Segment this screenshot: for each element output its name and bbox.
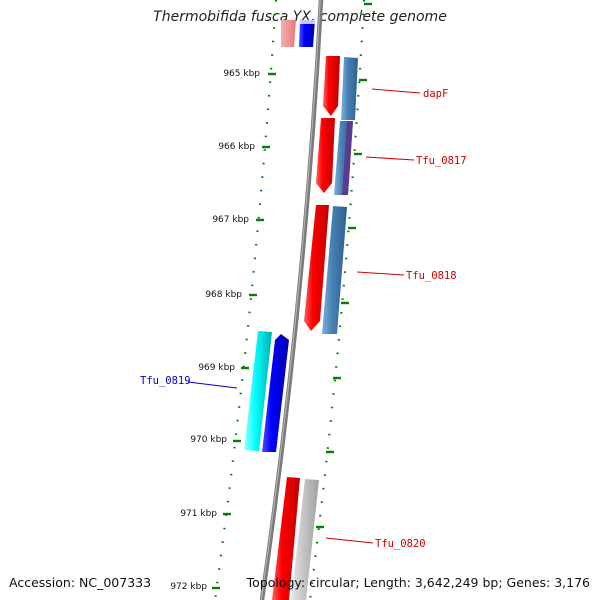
label-dapf[interactable]: dapF xyxy=(423,88,448,100)
partial-cds-faded[interactable] xyxy=(281,20,296,47)
outer-major-ticks xyxy=(316,2,372,529)
label-leaders xyxy=(187,88,421,544)
overlap-feature-tfu-0817[interactable] xyxy=(342,121,353,195)
footer-accession: Accession: NC_007333 xyxy=(9,575,151,590)
cds-tfu-0819[interactable] xyxy=(262,334,289,452)
partial-cds-reverse[interactable] xyxy=(299,20,315,47)
tick-label: 967 kbp xyxy=(212,215,249,225)
cds-dapf[interactable] xyxy=(323,56,340,116)
length-text: Length: 3,642,249 bp xyxy=(363,575,499,590)
label-tfu-0820[interactable]: Tfu_0820 xyxy=(375,538,426,550)
label-tfu-0817[interactable]: Tfu_0817 xyxy=(416,155,467,167)
genes-text: Genes: 3,176 xyxy=(506,575,590,590)
outer-tick-ring xyxy=(308,0,366,600)
footer-separator: ; xyxy=(498,575,507,590)
tick-label: 970 kbp xyxy=(190,435,227,445)
cds-tfu-0820[interactable] xyxy=(272,477,300,600)
tick-label: 965 kbp xyxy=(223,69,260,79)
topology-text: Topology: circular xyxy=(246,575,356,590)
label-tfu-0818[interactable]: Tfu_0818 xyxy=(406,270,457,282)
tick-label: 971 kbp xyxy=(180,509,217,519)
gene-tfu-0819[interactable] xyxy=(244,331,272,451)
tick-label: 968 kbp xyxy=(205,290,242,300)
inner-tick-ring xyxy=(213,0,278,600)
label-tfu-0819[interactable]: Tfu_0819 xyxy=(140,375,191,387)
tick-labels: 965 kbp 966 kbp 967 kbp 968 kbp 969 kbp … xyxy=(170,69,260,592)
gene-feature-tfu-0820[interactable] xyxy=(291,479,319,600)
footer-separator: ; xyxy=(355,575,364,590)
accession-text: Accession: NC_007333 xyxy=(9,575,152,590)
cds-tfu-0818[interactable] xyxy=(304,205,329,331)
map-title: Thermobifida fusca YX, complete genome xyxy=(153,9,447,25)
major-ticks xyxy=(212,72,276,590)
cds-tfu-0817[interactable] xyxy=(316,118,335,193)
tick-label: 972 kbp xyxy=(170,582,207,592)
tick-label: 966 kbp xyxy=(218,142,255,152)
tick-label: 969 kbp xyxy=(198,363,235,373)
genome-backbone xyxy=(259,0,324,600)
gene-feature-dapf[interactable] xyxy=(341,57,358,120)
gene-feature-tfu-0818[interactable] xyxy=(322,206,347,334)
footer-summary: Topology: circular; Length: 3,642,249 bp… xyxy=(247,575,590,590)
